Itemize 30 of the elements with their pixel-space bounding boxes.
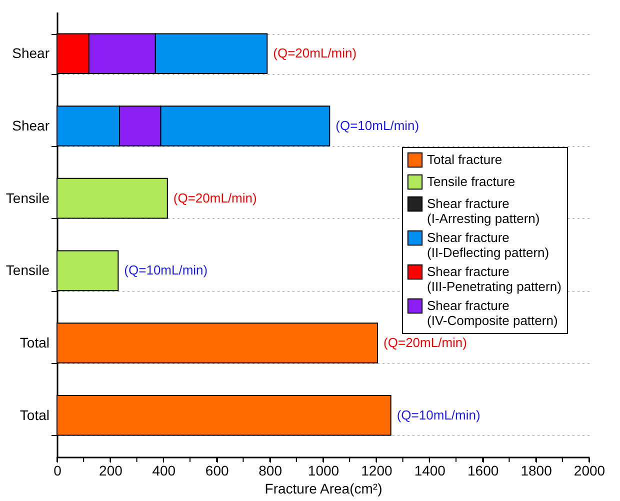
y-tick-label: Total <box>20 334 50 351</box>
x-tick-label: 400 <box>152 462 176 478</box>
y-tick-label: Shear <box>12 117 50 134</box>
x-tick-label: 2000 <box>574 462 606 478</box>
x-tick-label: 1000 <box>308 462 340 478</box>
legend-label: Tensile fracture <box>427 174 516 189</box>
x-tick-label: 200 <box>99 462 123 478</box>
y-tick-label: Shear <box>12 45 50 62</box>
x-tick-label: 1600 <box>468 462 499 478</box>
x-tick-label: 800 <box>258 462 282 478</box>
x-tick-label: 1400 <box>414 462 446 478</box>
annotation: (Q=20mL/min) <box>173 190 257 206</box>
annotation: (Q=10mL/min) <box>336 118 420 133</box>
annotation: (Q=20mL/min) <box>273 46 357 61</box>
legend-label: Total fracture <box>427 152 502 167</box>
y-tick-label: Tensile <box>6 262 50 278</box>
x-tick-label: 1800 <box>520 462 552 478</box>
annotation: (Q=20mL/min) <box>384 335 467 350</box>
y-tick-label: Tensile <box>6 190 50 206</box>
annotation: (Q=10mL/min) <box>396 407 480 422</box>
x-tick-label: 600 <box>205 462 229 478</box>
x-tick-label: 1200 <box>361 462 392 478</box>
legend-label: Shear fracture (I-Arresting pattern) <box>427 196 540 226</box>
x-tick-label: 0 <box>54 462 62 478</box>
annotation: (Q=10mL/min) <box>124 262 208 278</box>
legend-label: Shear fracture (II-Deflecting pattern) <box>427 230 550 260</box>
x-axis-title: Fracture Area(cm²) <box>264 480 382 496</box>
y-tick-label: Total <box>20 406 50 423</box>
legend-label: Shear fracture (III-Penetrating pattern) <box>427 264 562 294</box>
legend-label: Shear fracture (IV-Composite pattern) <box>427 298 558 328</box>
